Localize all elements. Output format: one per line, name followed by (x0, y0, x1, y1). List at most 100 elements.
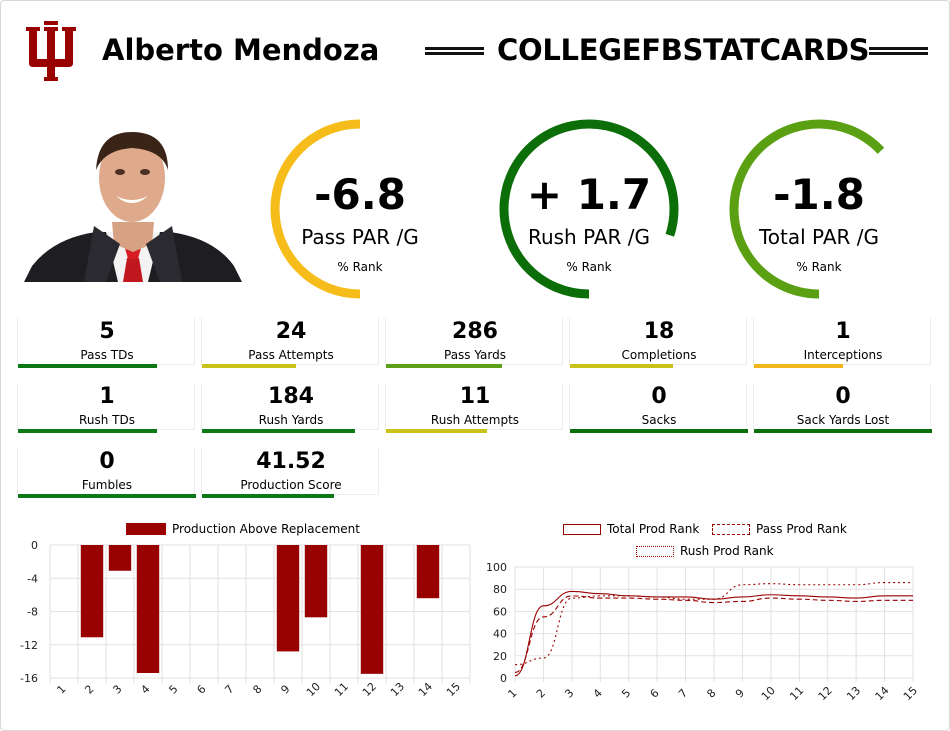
decorative-double-line-right (869, 47, 928, 55)
stat-rush-attempts: 11 Rush Attempts (385, 383, 563, 433)
production-above-replacement-chart: 0-4-8-12-161 2 3 4 5 6 7 8 9 10 11 12 13 14 15 (20, 539, 471, 699)
player-photo (24, 132, 242, 282)
y-tick-label: 0 (500, 672, 507, 685)
legend-pass-prod-rank[interactable]: Pass Prod Rank (712, 521, 847, 537)
x-tick-label: 1 (505, 686, 519, 700)
series-line-dotted (514, 581, 913, 666)
stat-value: 0 (651, 384, 667, 409)
legend-swatch (126, 523, 166, 535)
stat-label: Sacks (641, 413, 677, 427)
par-chart-legend[interactable]: Production Above Replacement (126, 521, 360, 537)
stat-pass-yards: 286 Pass Yards (385, 318, 563, 368)
y-tick-label: 0 (31, 539, 38, 552)
stat-bar (386, 364, 502, 368)
legend-label: Total Prod Rank (607, 522, 700, 536)
stat-label: Pass TDs (80, 348, 134, 362)
stat-label: Sack Yards Lost (796, 413, 890, 427)
rush-par-value: + 1.7 (526, 170, 652, 219)
legend-swatch (636, 546, 674, 557)
x-tick-label: 10 (759, 684, 778, 703)
pass-par-ring (270, 119, 361, 299)
stat-fumbles: 0 Fumbles (17, 448, 196, 498)
legend-rush-prod-rank[interactable]: Rush Prod Rank (636, 543, 774, 559)
x-tick-label: 14 (416, 680, 435, 699)
stat-label: Rush TDs (79, 413, 135, 427)
stat-value: 11 (459, 384, 491, 409)
stat-rush-tds: 1 Rush TDs (17, 383, 195, 433)
legend-total-prod-rank[interactable]: Total Prod Rank (563, 521, 699, 537)
x-tick-label: 2 (82, 682, 96, 696)
x-tick-label: 4 (138, 682, 152, 696)
x-tick-label: 6 (648, 686, 662, 700)
bar (80, 545, 104, 638)
rush-par-ring (499, 119, 679, 299)
stat-sack-yards-lost: 0 Sack Yards Lost (753, 383, 932, 433)
legend-swatch (563, 524, 601, 535)
x-tick-label: 1 (54, 682, 68, 696)
stat-interceptions: 1 Interceptions (753, 318, 931, 368)
y-tick-label: 20 (493, 650, 507, 663)
stat-bar (18, 494, 196, 498)
x-tick-label: 15 (444, 680, 463, 699)
x-tick-label: 5 (619, 686, 633, 700)
stat-pass-tds: 5 Pass TDs (17, 318, 195, 368)
x-tick-label: 7 (222, 682, 236, 696)
stat-label: Fumbles (81, 478, 133, 492)
decorative-double-line-left (425, 47, 484, 55)
stat-label: Rush Yards (258, 413, 324, 427)
x-tick-label: 8 (250, 682, 264, 696)
stat-label: Pass Yards (444, 348, 506, 362)
stat-value: 286 (452, 319, 498, 344)
stat-bar (570, 429, 748, 433)
x-tick-label: 4 (591, 686, 605, 700)
total-par-label: Total PAR /G (758, 225, 880, 249)
y-tick-label: 80 (493, 583, 507, 596)
stat-value: 0 (835, 384, 851, 409)
stat-bar (18, 364, 157, 368)
total-par-ring (729, 119, 885, 299)
total-par-value: -1.8 (773, 170, 865, 219)
stat-bar (202, 494, 334, 498)
total-par-rank-label: % Rank (796, 260, 842, 274)
pass-par-label: Pass PAR /G (301, 225, 419, 249)
y-tick-label: -16 (20, 672, 38, 685)
stat-label: Production Score (240, 478, 342, 492)
stat-label: Completions (621, 348, 697, 362)
stat-bar (570, 364, 674, 368)
stat-value: 5 (99, 319, 115, 344)
iu-trident-logo (26, 21, 76, 81)
x-tick-label: 5 (166, 682, 180, 696)
y-tick-label: -12 (20, 639, 38, 652)
legend-swatch (712, 524, 750, 535)
x-tick-label: 8 (704, 686, 718, 700)
x-tick-label: 13 (388, 680, 407, 699)
stat-bar (202, 429, 356, 433)
stat-bar (18, 429, 157, 433)
stat-value: 18 (643, 319, 675, 344)
x-tick-label: 13 (844, 684, 863, 703)
bar (276, 545, 300, 652)
stat-rush-yards: 184 Rush Yards (201, 383, 379, 433)
stat-value: 1 (835, 319, 851, 344)
total-par-gauge: -1.8 Total PAR /G % Rank (724, 114, 914, 304)
y-tick-label: 60 (493, 605, 507, 618)
rush-par-rank-label: % Rank (566, 260, 612, 274)
stat-completions: 18 Completions (569, 318, 747, 368)
bar (136, 545, 160, 674)
y-tick-label: 40 (493, 628, 507, 641)
x-tick-label: 9 (278, 682, 292, 696)
stat-value: 184 (268, 384, 314, 409)
x-tick-label: 12 (360, 680, 379, 699)
stat-pass-attempts: 24 Pass Attempts (201, 318, 379, 368)
stat-production-score: 41.52 Production Score (201, 448, 379, 498)
x-tick-label: 3 (562, 686, 576, 700)
legend-label: Production Above Replacement (172, 522, 360, 536)
legend-label: Pass Prod Rank (756, 522, 847, 536)
pass-par-gauge: -6.8 Pass PAR /G % Rank (265, 114, 455, 304)
stat-bar (202, 364, 297, 368)
x-tick-label: 3 (110, 682, 124, 696)
legend-label: Rush Prod Rank (680, 544, 774, 558)
x-tick-label: 10 (304, 680, 323, 699)
stat-bar (386, 429, 488, 433)
bar (360, 545, 384, 674)
